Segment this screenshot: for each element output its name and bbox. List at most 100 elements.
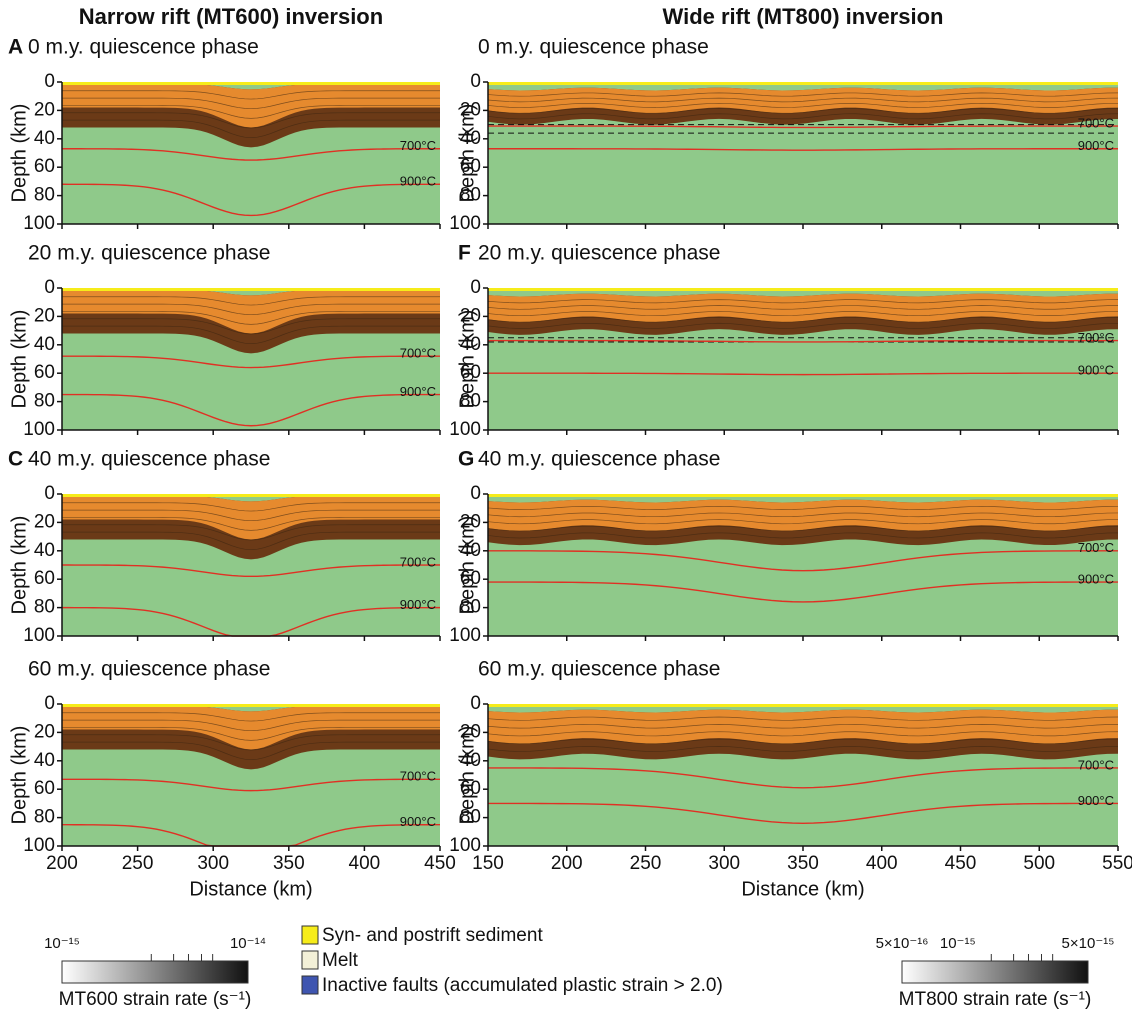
crust-layer [62,119,440,139]
x-tick-label: 250 [122,853,154,874]
x-axis-label: Distance (km) [741,878,864,900]
crust-layer [62,318,440,335]
crust-layer [62,734,440,751]
crust-layer [62,296,440,306]
column-title: Wide rift (MT800) inversion [663,4,944,29]
sediment [488,704,1118,707]
y-tick-label: 100 [449,835,481,856]
crust-layer [487,97,1119,103]
y-tick-label: 80 [460,185,481,206]
x-tick-label: 400 [866,853,898,874]
model-panel: G 40 m.y. quiescence phase 700°C 900°C 0 20 40… [449,448,1119,646]
sediment-swatch [301,925,319,945]
isotherm-label: 700°C [1078,115,1114,130]
x-tick-label: 500 [1023,853,1055,874]
crust-layer [62,524,440,541]
x-tick-label: 450 [945,853,977,874]
isotherm [487,581,1119,603]
crust-layer [487,311,1119,317]
y-tick-label: 40 [460,128,481,149]
x-tick-label: 300 [197,853,229,874]
sediment [62,704,440,707]
colorbar-label: 5×10⁻¹⁵ [1062,935,1115,952]
panel-title: 60 m.y. quiescence phase [478,658,720,681]
isotherm [61,564,441,578]
crust-layer [487,724,1119,729]
y-tick-label: 80 [460,597,481,618]
legend: Syn- and postrift sediment Melt Inactive… [301,925,723,996]
y-tick-label: 60 [460,156,481,177]
y-tick-label: 100 [449,419,481,440]
y-axis-label: Depth (km) [8,310,30,409]
y-tick-label: 20 [460,99,481,120]
melt-swatch [301,950,319,970]
y-tick-label: 0 [44,693,55,714]
x-tick-label: 150 [472,853,504,874]
y-tick-label: 60 [34,156,55,177]
upper-crust [62,289,440,334]
isotherm [487,767,1119,789]
crust-layer [62,719,440,732]
x-tick-label: 350 [273,853,305,874]
y-tick-label: 0 [470,277,481,298]
panel-title: 0 m.y. quiescence phase [28,36,259,59]
crust-layer [62,727,440,741]
isotherm-label: 700°C [400,138,436,153]
crust-layer [62,311,440,325]
isotherm [487,802,1119,824]
isotherm [61,393,441,427]
y-tick-label: 60 [34,362,55,383]
y-tick-label: 60 [34,568,55,589]
y-tick-label: 40 [460,540,481,561]
y-axis-label: Depth (km) [456,516,478,615]
crust-layer [62,325,440,345]
crust-layer [62,531,440,551]
panel-letter: A [8,36,23,59]
crust-layer [487,505,1119,510]
y-axis-label: Depth (km) [8,104,30,203]
y-tick-label: 20 [460,721,481,742]
y-tick-label: 40 [34,334,55,355]
panel-title: 40 m.y. quiescence phase [478,448,720,471]
isotherm [61,148,441,161]
x-axis-label: Distance (km) [189,878,312,900]
isotherm-label: 900°C [400,597,436,612]
crust-layer [62,517,440,531]
y-tick-label: 0 [44,71,55,92]
y-axis-label: Depth (km) [8,516,30,615]
crust-layer [487,316,1119,323]
isotherm-label: 900°C [400,174,436,189]
y-tick-label: 20 [460,305,481,326]
y-tick-label: 20 [34,511,55,532]
crust-layer [487,299,1119,304]
y-tick-label: 100 [23,213,55,234]
y-tick-label: 80 [34,597,55,618]
legend-label: Inactive faults (accumulated plastic str… [322,975,723,996]
crust-layer [62,112,440,129]
crust-layer [62,303,440,316]
y-tick-label: 20 [34,99,55,120]
colorbar-label: 10⁻¹⁵ [940,935,976,952]
y-tick-label: 60 [460,568,481,589]
panel-letter: F [458,242,471,265]
y-tick-label: 100 [449,213,481,234]
crust-layer [62,97,440,110]
y-tick-label: 80 [34,185,55,206]
sediment [62,288,440,291]
y-tick-label: 60 [460,362,481,383]
legend-label: Syn- and postrift sediment [322,925,543,946]
isotherm-label: 700°C [400,554,436,569]
isotherm-label: 700°C [1078,540,1114,555]
isotherm-label: 900°C [1078,138,1114,153]
x-tick-label: 450 [424,853,456,874]
isotherm-label: 700°C [400,346,436,361]
y-tick-label: 0 [470,483,481,504]
model-panel: 60 m.y. quiescence phase 700°C 900°C 0 20 40 6… [8,658,456,901]
colorbar-title: MT800 strain rate (s⁻¹) [899,989,1092,1010]
isotherm-label: 900°C [1078,571,1114,586]
x-tick-label: 200 [46,853,78,874]
y-tick-label: 100 [23,419,55,440]
panel-title: 20 m.y. quiescence phase [28,242,270,265]
